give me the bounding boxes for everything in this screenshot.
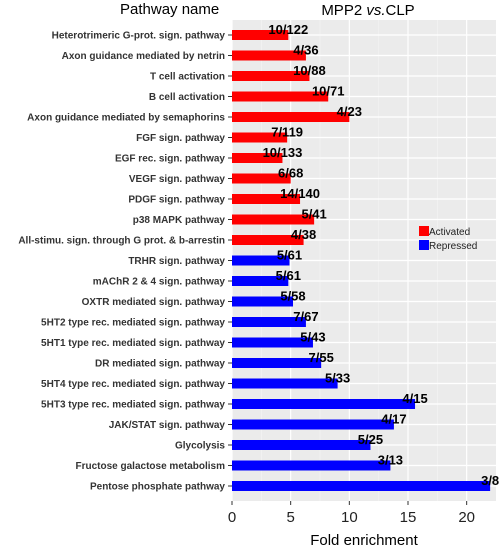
data-label: 5/61 (277, 248, 302, 263)
bar (232, 481, 491, 491)
data-label: 4/38 (291, 227, 316, 242)
data-label: 14/140 (280, 186, 320, 201)
data-label: 10/133 (263, 145, 303, 160)
category-label: Axon guidance mediated by semaphorins (27, 113, 225, 124)
data-label: 4/15 (402, 391, 427, 406)
data-label: 5/33 (325, 371, 350, 386)
chart-title-part: MPP2 (321, 2, 366, 19)
bar (232, 296, 294, 307)
category-label: 5HT3 type rec. mediated sign. pathway (41, 400, 225, 411)
bar (232, 440, 371, 450)
data-label: 4/36 (293, 43, 318, 58)
data-label: 5/43 (300, 330, 325, 345)
data-label: 5/25 (358, 432, 383, 447)
category-label: Axon guidance mediated by netrin (62, 51, 225, 62)
category-label: p38 MAPK pathway (133, 215, 226, 226)
data-label: 5/58 (280, 289, 305, 304)
data-label: 7/55 (309, 350, 334, 365)
bar (232, 358, 322, 368)
category-label: All-stimu. sign. through G prot. & b-arr… (18, 236, 225, 247)
category-label: FGF sign. pathway (136, 133, 225, 144)
category-label: Pentose phosphate pathway (90, 482, 225, 493)
bar (232, 317, 306, 327)
bar (232, 91, 329, 102)
bar (232, 214, 315, 225)
category-label: DR mediated sign. pathway (95, 359, 225, 370)
bar (232, 153, 283, 163)
data-label: 3/13 (378, 453, 403, 468)
legend-label: Repressed (429, 241, 477, 252)
bar (232, 132, 288, 143)
data-label: 10/122 (268, 22, 308, 37)
bar (232, 112, 350, 122)
category-label: EGF rec. sign. pathway (115, 154, 225, 165)
category-label: Heterotrimeric G-prot. sign. pathway (52, 31, 226, 42)
category-label: B cell activation (149, 92, 225, 103)
category-label: TRHR sign. pathway (128, 256, 225, 267)
data-label: 4/17 (381, 412, 406, 427)
bar (232, 194, 301, 204)
bar (232, 399, 416, 409)
category-label: PDGF sign. pathway (128, 195, 225, 206)
bar (232, 337, 313, 348)
data-label: 6/68 (278, 166, 303, 181)
x-tick-label: 5 (286, 509, 294, 526)
chart-title-part: vs. (366, 2, 385, 19)
bar (232, 30, 289, 40)
legend-label: Activated (429, 227, 470, 238)
data-label: 7/67 (293, 309, 318, 324)
x-tick-label: 0 (228, 509, 236, 526)
bar (232, 173, 291, 184)
category-label: VEGF sign. pathway (129, 174, 226, 185)
x-tick-label: 15 (400, 509, 417, 526)
x-tick-label: 10 (341, 509, 358, 526)
category-label: 5HT2 type rec. mediated sign. pathway (41, 318, 225, 329)
bar (232, 255, 290, 266)
bar (232, 71, 310, 81)
category-label: 5HT4 type rec. mediated sign. pathway (41, 379, 225, 390)
chart-title-part: CLP (386, 2, 415, 19)
category-label: T cell activation (150, 72, 225, 83)
category-header: Pathway name (120, 1, 219, 18)
data-label: 10/88 (293, 63, 326, 78)
bar (232, 419, 394, 430)
data-label: 5/61 (276, 268, 301, 283)
data-label: 5/41 (301, 207, 326, 222)
data-label: 4/23 (337, 104, 362, 119)
data-label: 10/71 (312, 84, 345, 99)
category-label: mAChR 2 & 4 sign. pathway (93, 277, 226, 288)
category-label: JAK/STAT sign. pathway (109, 420, 226, 431)
bar (232, 50, 306, 61)
category-label: Glycolysis (175, 441, 225, 452)
category-label: 5HT1 type rec. mediated sign. pathway (41, 338, 225, 349)
bar (232, 460, 391, 471)
chart-title: MPP2 vs.CLP (321, 2, 414, 19)
x-tick-label: 20 (458, 509, 475, 526)
category-label: OXTR mediated sign. pathway (82, 297, 226, 308)
legend-swatch (419, 226, 429, 236)
bar (232, 378, 338, 389)
data-label: 7/119 (271, 125, 303, 140)
bar (232, 235, 304, 245)
data-label: 3/8 (481, 473, 499, 488)
bar (232, 276, 289, 286)
legend-swatch (419, 240, 429, 250)
x-axis-title: Fold enrichment (310, 532, 418, 549)
category-label: Fructose galactose metabolism (76, 461, 226, 472)
